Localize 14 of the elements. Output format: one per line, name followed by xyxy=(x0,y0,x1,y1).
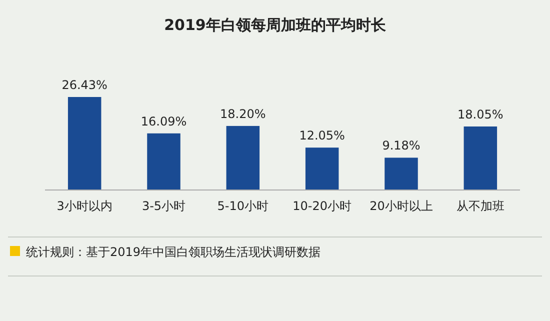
x-tick-label: 3小时以内 xyxy=(56,199,112,213)
chart-title: 2019年白领每周加班的平均时长 xyxy=(164,16,387,34)
data-label: 18.20% xyxy=(220,106,266,121)
x-tick-label: 10-20小时 xyxy=(292,199,352,213)
data-label: 12.05% xyxy=(299,128,345,143)
data-label: 26.43% xyxy=(62,78,108,92)
x-tick-label: 从不加班 xyxy=(456,199,504,213)
x-tick-label: 20小时以上 xyxy=(370,199,433,213)
x-tick-label: 5-10小时 xyxy=(217,199,269,213)
data-label: 9.18% xyxy=(382,138,420,153)
x-tick-label: 3-5小时 xyxy=(142,199,186,213)
data-label: 16.09% xyxy=(140,114,187,128)
text: 统计规则：基于2019年中国白领职场生活现状调研数据 xyxy=(26,245,321,259)
data-label: 18.05% xyxy=(458,107,504,122)
